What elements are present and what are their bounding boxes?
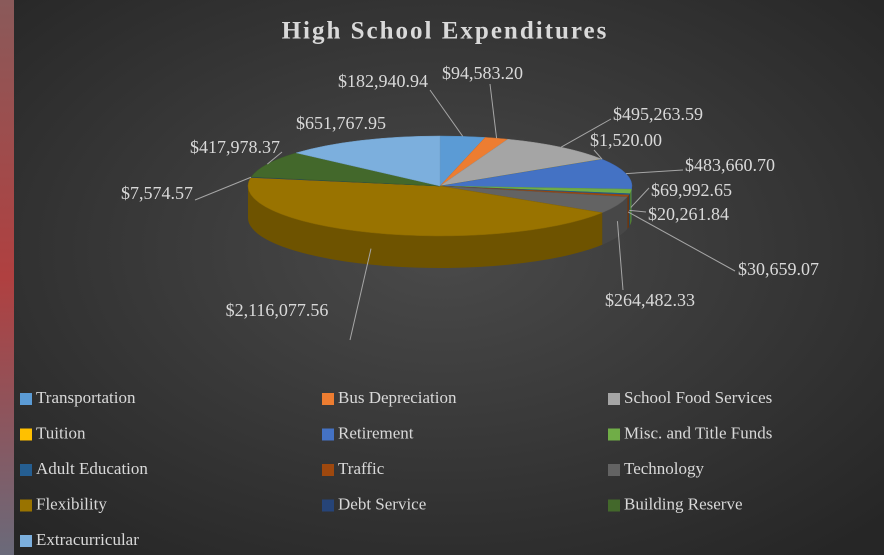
data-label: $94,583.20: [442, 63, 523, 83]
data-label: $182,940.94: [338, 71, 428, 91]
data-label: $264,482.33: [605, 290, 695, 310]
legend-label: Transportation: [36, 388, 136, 407]
legend-label: Traffic: [338, 459, 385, 478]
legend-label: Misc. and Title Funds: [624, 423, 772, 442]
legend-label: Building Reserve: [624, 494, 743, 513]
legend-label: Extracurricular: [36, 530, 139, 549]
legend-swatch: [608, 429, 620, 441]
legend-label: Debt Service: [338, 494, 426, 513]
chart-title: High School Expenditures: [282, 18, 609, 45]
legend-swatch: [322, 429, 334, 441]
legend-swatch: [20, 535, 32, 547]
legend-swatch: [322, 500, 334, 512]
legend-label: Retirement: [338, 423, 414, 442]
pie: [248, 136, 632, 268]
legend-swatch: [608, 464, 620, 476]
data-label: $1,520.00: [590, 130, 662, 150]
legend-label: School Food Services: [624, 388, 772, 407]
legend-label: Adult Education: [36, 459, 148, 478]
legend-swatch: [322, 393, 334, 405]
legend-label: Tuition: [36, 423, 86, 442]
data-label: $69,992.65: [651, 180, 732, 200]
data-label: $651,767.95: [296, 113, 386, 133]
legend-label: Bus Depreciation: [338, 388, 457, 407]
legend-swatch: [20, 393, 32, 405]
legend-label: Flexibility: [36, 494, 107, 513]
data-label: $20,261.84: [648, 204, 729, 224]
legend-swatch: [322, 464, 334, 476]
data-label: $2,116,077.56: [226, 300, 329, 320]
photo-strip: [0, 0, 14, 555]
legend-swatch: [20, 429, 32, 441]
data-label: $30,659.07: [738, 259, 819, 279]
legend-swatch: [20, 500, 32, 512]
data-label: $7,574.57: [121, 183, 193, 203]
legend-label: Technology: [624, 459, 705, 478]
legend-swatch: [608, 500, 620, 512]
data-label: $495,263.59: [613, 104, 703, 124]
data-label: $483,660.70: [685, 155, 775, 175]
legend-swatch: [608, 393, 620, 405]
data-label: $417,978.37: [190, 137, 280, 157]
legend-swatch: [20, 464, 32, 476]
